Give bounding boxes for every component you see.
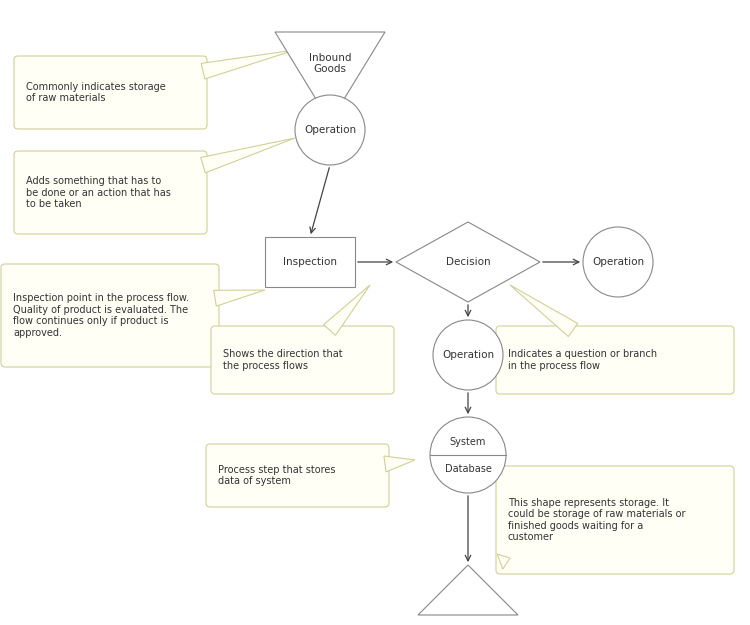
Circle shape (583, 227, 653, 297)
Text: Adds something that has to
be done or an action that has
to be taken: Adds something that has to be done or an… (26, 176, 171, 209)
FancyBboxPatch shape (1, 264, 219, 367)
Text: Operation: Operation (442, 350, 494, 360)
FancyBboxPatch shape (211, 326, 394, 394)
Text: Database: Database (445, 464, 491, 474)
Text: Inbound
Goods: Inbound Goods (309, 52, 351, 74)
Text: System: System (450, 437, 486, 447)
Polygon shape (510, 285, 578, 336)
FancyBboxPatch shape (496, 466, 734, 574)
Polygon shape (275, 32, 385, 122)
Circle shape (295, 95, 365, 165)
Text: Shows the direction that
the process flows: Shows the direction that the process flo… (223, 349, 343, 371)
Circle shape (433, 320, 503, 390)
Polygon shape (384, 456, 415, 472)
Polygon shape (396, 222, 540, 302)
Text: Decision: Decision (446, 257, 491, 267)
Text: Indicates a question or branch
in the process flow: Indicates a question or branch in the pr… (508, 349, 657, 371)
Text: Operation: Operation (304, 125, 356, 135)
Circle shape (430, 417, 506, 493)
Text: Inspection: Inspection (283, 257, 337, 267)
Text: Inspection point in the process flow.
Quality of product is evaluated. The
flow : Inspection point in the process flow. Qu… (13, 293, 189, 338)
FancyBboxPatch shape (14, 56, 207, 129)
Polygon shape (418, 565, 518, 615)
Text: Operation: Operation (592, 257, 644, 267)
Text: Commonly indicates storage
of raw materials: Commonly indicates storage of raw materi… (26, 82, 166, 103)
Text: This shape represents storage. It
could be storage of raw materials or
finished : This shape represents storage. It could … (508, 498, 686, 542)
Polygon shape (214, 290, 265, 306)
Bar (265, 237, 355, 287)
Polygon shape (323, 285, 370, 336)
FancyBboxPatch shape (496, 326, 734, 394)
Polygon shape (497, 554, 510, 569)
Polygon shape (201, 50, 295, 79)
FancyBboxPatch shape (206, 444, 389, 507)
FancyBboxPatch shape (14, 151, 207, 234)
Text: Process step that stores
data of system: Process step that stores data of system (218, 465, 335, 486)
Polygon shape (201, 138, 295, 173)
